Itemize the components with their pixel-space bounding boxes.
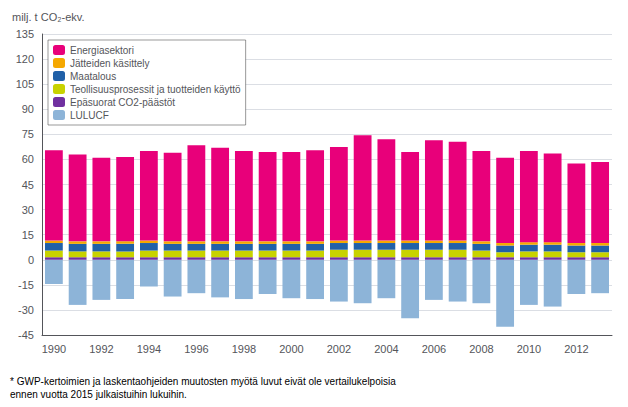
svg-text:2006: 2006 xyxy=(422,343,446,355)
svg-text:2004: 2004 xyxy=(374,343,398,355)
svg-text:-45: -45 xyxy=(18,329,34,341)
svg-text:1990: 1990 xyxy=(42,343,66,355)
svg-text:-15: -15 xyxy=(18,279,34,291)
svg-text:135: 135 xyxy=(16,28,34,40)
svg-text:2010: 2010 xyxy=(517,343,541,355)
svg-text:1996: 1996 xyxy=(184,343,208,355)
svg-text:2012: 2012 xyxy=(564,343,588,355)
svg-text:1998: 1998 xyxy=(232,343,256,355)
svg-text:1992: 1992 xyxy=(89,343,113,355)
svg-text:2008: 2008 xyxy=(469,343,493,355)
svg-text:Teollisuusprosessit ja tuottei: Teollisuusprosessit ja tuotteiden käyttö xyxy=(70,84,241,95)
svg-text:120: 120 xyxy=(16,53,34,65)
svg-text:ennen vuotta 2015 julkaistuihi: ennen vuotta 2015 julkaistuihin lukuihin… xyxy=(10,389,187,400)
svg-text:60: 60 xyxy=(22,153,34,165)
svg-text:0: 0 xyxy=(28,254,34,266)
svg-text:milj. t CO₂-ekv.: milj. t CO₂-ekv. xyxy=(12,11,85,23)
svg-text:105: 105 xyxy=(16,78,34,90)
svg-text:15: 15 xyxy=(22,229,34,241)
svg-text:* GWP-kertoimien ja laskentaoh: * GWP-kertoimien ja laskentaohjeiden muu… xyxy=(10,376,396,387)
svg-text:75: 75 xyxy=(22,128,34,140)
svg-text:2002: 2002 xyxy=(327,343,351,355)
svg-text:-30: -30 xyxy=(18,304,34,316)
svg-text:90: 90 xyxy=(22,103,34,115)
svg-text:Maatalous: Maatalous xyxy=(70,71,116,82)
svg-text:30: 30 xyxy=(22,204,34,216)
svg-text:2000: 2000 xyxy=(279,343,303,355)
svg-text:1994: 1994 xyxy=(137,343,161,355)
svg-text:LULUCF: LULUCF xyxy=(70,110,109,121)
svg-text:45: 45 xyxy=(22,179,34,191)
svg-text:Jätteiden käsittely: Jätteiden käsittely xyxy=(70,58,150,69)
svg-text:Energiasektori: Energiasektori xyxy=(70,45,134,56)
svg-text:Epäsuorat CO2-päästöt: Epäsuorat CO2-päästöt xyxy=(70,97,175,108)
